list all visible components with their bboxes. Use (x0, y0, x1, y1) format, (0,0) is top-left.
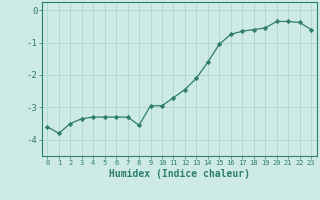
X-axis label: Humidex (Indice chaleur): Humidex (Indice chaleur) (109, 169, 250, 179)
